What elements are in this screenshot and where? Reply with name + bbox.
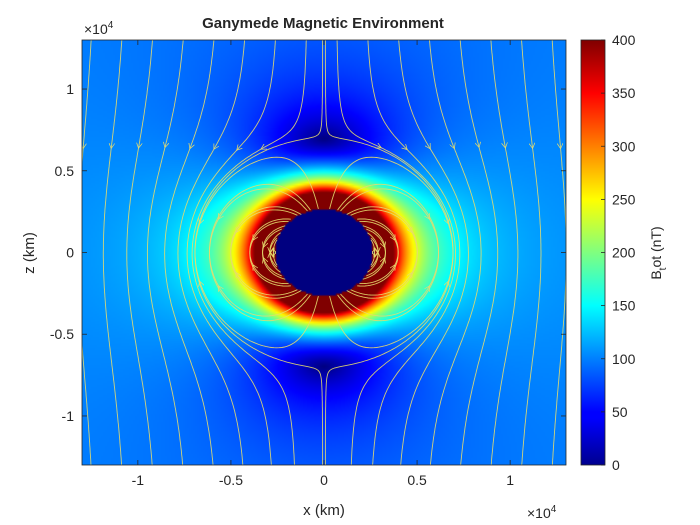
streamline: [429, 40, 482, 465]
streamline: [126, 40, 153, 465]
streamline: [249, 218, 291, 285]
streamline: [551, 40, 566, 465]
colorbar-tick-label: 400: [612, 32, 636, 48]
y-tick-label: -0.5: [50, 326, 74, 342]
colorbar-label: Btot (nT): [648, 226, 669, 279]
streamline: [337, 183, 439, 317]
streamline: [194, 40, 324, 349]
streamline: [102, 40, 123, 465]
streamline: [177, 40, 246, 465]
x-tick-label: 1: [506, 472, 514, 488]
streamline: [209, 183, 311, 317]
colorbar-tick-label: 100: [612, 351, 636, 367]
streamline: [269, 232, 281, 268]
streamline: [191, 40, 307, 465]
y-exponent-label: ×104: [84, 20, 114, 37]
x-tick-label: 0.5: [407, 472, 427, 488]
streamline: [164, 40, 215, 465]
streamline: [367, 232, 379, 268]
streamline: [230, 206, 302, 296]
streamline: [521, 40, 542, 465]
colorbar-ticks: 0 50 100 150 200 250 300 350 400: [601, 32, 636, 473]
field-magnitude-heatmap: [82, 40, 566, 465]
y-tick-label: 0.5: [55, 163, 75, 179]
chart-title: Ganymede Magnetic Environment: [202, 15, 444, 32]
streamline: [324, 156, 454, 465]
x-axis-ticks: -1 -0.5 0 0.5 1: [132, 40, 514, 488]
streamline: [262, 225, 286, 277]
streamline: [336, 40, 456, 465]
y-tick-label: -1: [62, 408, 75, 424]
colorbar: 0 50 100 150 200 250 300 350 400 Btot (nT): [580, 32, 669, 473]
colorbar-tick-label: 200: [612, 245, 636, 261]
colorbar-tick-label: 50: [612, 404, 628, 420]
streamline: [346, 206, 418, 296]
streamline: [362, 225, 386, 277]
colorbar-tick-label: 350: [612, 85, 636, 101]
streamline: [398, 40, 469, 465]
streamline: [459, 40, 499, 465]
y-tick-label: 0: [66, 245, 74, 261]
streamline: [194, 156, 324, 465]
x-exponent-label: ×104: [527, 504, 557, 521]
colorbar-tick-label: 0: [612, 457, 620, 473]
colorbar-tick-label: 150: [612, 298, 636, 314]
x-tick-label: -0.5: [219, 472, 243, 488]
streamline: [490, 40, 519, 465]
streamline: [324, 40, 454, 349]
magnetic-field-streamlines: [82, 40, 566, 465]
colorbar-tick-label: 250: [612, 191, 636, 207]
streamline: [186, 40, 276, 465]
y-tick-label: 1: [66, 81, 74, 97]
streamline: [146, 40, 184, 465]
x-axis-label: x (km): [303, 502, 345, 519]
y-axis-label: z (km): [21, 232, 38, 274]
plot-area: -1 -0.5 0 0.5 1 -1 -0.5 0 0.5 1: [50, 39, 567, 488]
x-tick-label: -1: [132, 472, 145, 488]
x-tick-label: 0: [320, 472, 328, 488]
streamline: [367, 40, 461, 465]
y-axis-ticks: -1 -0.5 0 0.5 1: [50, 81, 566, 424]
streamline: [82, 40, 92, 465]
colorbar-tick-label: 300: [612, 138, 636, 154]
streamline: [357, 218, 399, 285]
